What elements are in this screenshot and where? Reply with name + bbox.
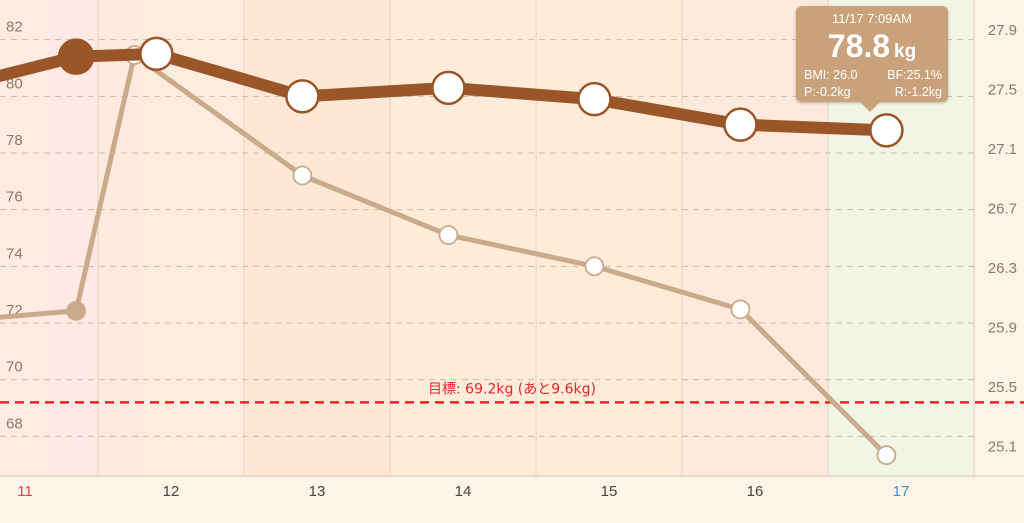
reading-tooltip: 11/17 7:09AM 78.8 kg BMI: 26.0 BF:25.1% P…	[796, 6, 948, 112]
tooltip-row-changes: P:-0.2kg R:-1.2kg	[804, 85, 942, 99]
y-right-tick-label: 25.5	[988, 379, 1017, 396]
y-left-tick-label: 74	[6, 245, 23, 262]
y-left-tick-label: 80	[6, 75, 23, 92]
x-tick-label: 17	[893, 483, 910, 500]
y-right-tick-label: 26.7	[988, 200, 1017, 217]
bodyfat-point	[876, 445, 897, 466]
tooltip-weight: 78.8 kg	[796, 28, 948, 65]
bodyfat-point	[66, 300, 86, 321]
y-left-tick-label: 68	[6, 415, 23, 432]
y-right-tick-label: 25.9	[988, 319, 1017, 336]
band-tue	[244, 0, 390, 476]
bodyfat-point	[730, 299, 751, 320]
bodyfat-line	[0, 52, 889, 458]
y-left-tick-label: 78	[6, 132, 23, 149]
y-right-tick-label: 27.9	[988, 22, 1017, 39]
weight-point	[869, 113, 904, 148]
right-axis-strip	[975, 0, 1024, 476]
weight-point	[431, 70, 466, 106]
y-right-tick-label: 27.1	[988, 141, 1017, 158]
weight-point	[285, 79, 320, 114]
x-tick-label: 13	[309, 483, 326, 500]
y-left-tick-label: 76	[6, 189, 23, 206]
tooltip-bodyfat: BF:25.1%	[887, 68, 942, 82]
tooltip-row-metrics: BMI: 26.0 BF:25.1%	[804, 68, 942, 82]
x-tick-label: 14	[455, 483, 472, 500]
tooltip-weight-unit: kg	[894, 41, 917, 62]
weight-point	[723, 107, 758, 142]
tooltip-bmi: BMI: 26.0	[804, 68, 858, 82]
y-left-tick-label: 82	[6, 19, 23, 36]
goal-label: 目標: 69.2kg (あと9.6kg)	[428, 381, 596, 397]
tooltip-time: 11/17 7:09AM	[832, 11, 912, 26]
y-right-tick-label: 25.1	[988, 438, 1017, 455]
tooltip-weight-value: 78.8	[827, 28, 891, 64]
tooltip-change-r: R:-1.2kg	[894, 85, 942, 99]
x-tick-label: 12	[163, 483, 180, 500]
bodyfat-point	[584, 256, 605, 277]
y-right-tick-label: 26.3	[988, 260, 1017, 277]
tooltip-change-prev: P:-0.2kg	[804, 85, 851, 99]
x-tick-label: 16	[747, 483, 764, 500]
y-left-tick-label: 70	[6, 359, 23, 376]
weight-point	[577, 81, 612, 117]
bodyfat-point	[292, 165, 313, 186]
weight-point	[139, 36, 174, 72]
x-tick-label: 11	[17, 483, 33, 500]
x-tick-label: 15	[601, 483, 618, 500]
band-thu	[536, 0, 682, 476]
x-axis-band	[0, 476, 1024, 523]
bodyfat-point	[438, 225, 459, 245]
weight-point	[57, 38, 95, 75]
y-right-tick-label: 27.5	[988, 81, 1017, 98]
